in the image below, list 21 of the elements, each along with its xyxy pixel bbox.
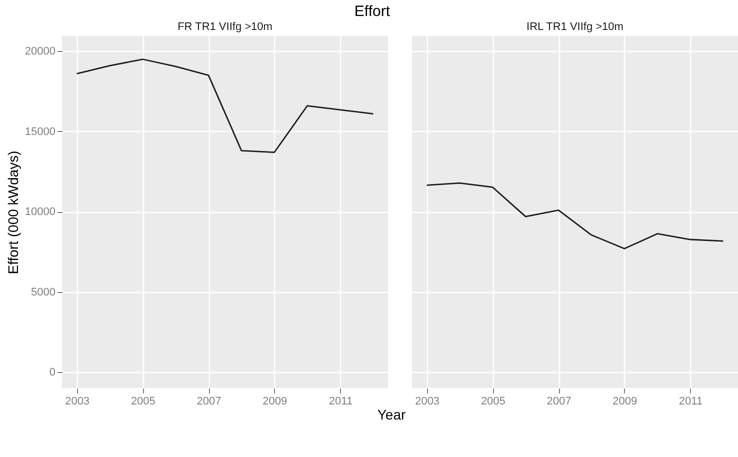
x-tick-label: 2007 xyxy=(196,396,222,408)
y-tick-label: 15000 xyxy=(24,126,56,138)
y-tick-label: 20000 xyxy=(24,46,56,58)
chart-subtitle: FR TR1 VIIfg >10m xyxy=(178,21,272,33)
x-tick-label: 2011 xyxy=(328,396,353,408)
y-tick-label: 0 xyxy=(49,366,56,378)
chart-subtitle: IRL TR1 VIIfg >10m xyxy=(526,21,624,33)
y-tick-label: 10000 xyxy=(24,206,56,218)
y-tick-label: 5000 xyxy=(31,286,56,298)
x-tick-label: 2005 xyxy=(130,396,156,408)
x-tick-label: 2003 xyxy=(65,396,90,408)
x-tick-label: 2009 xyxy=(612,396,638,408)
x-tick-label: 2009 xyxy=(262,396,288,408)
x-tick-label: 2007 xyxy=(546,396,572,408)
chart-title: Effort xyxy=(354,3,391,20)
y-axis-title: Effort (000 kWdays) xyxy=(4,150,21,274)
x-axis-title: Year xyxy=(377,406,406,422)
line-series xyxy=(76,58,374,153)
x-tick-label: 2011 xyxy=(678,396,703,408)
x-tick-label: 2005 xyxy=(480,396,506,408)
x-tick-label: 2003 xyxy=(415,396,440,408)
